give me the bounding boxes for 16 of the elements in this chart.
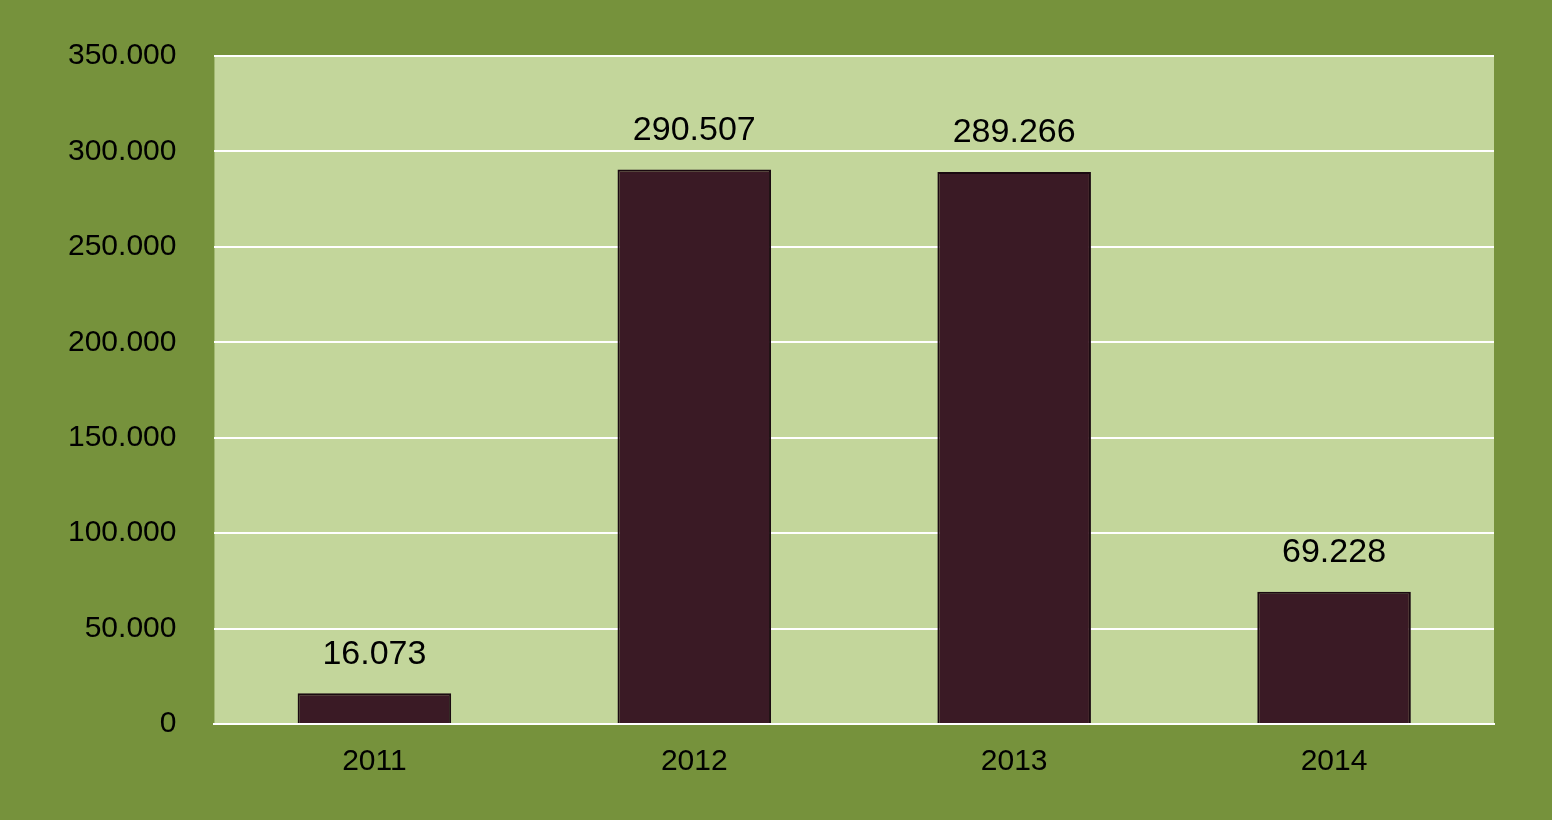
y-tick-label: 300.000 <box>67 132 177 166</box>
data-label: 69.228 <box>1282 531 1387 570</box>
y-tick-label: 100.000 <box>67 514 177 548</box>
data-label: 290.507 <box>632 108 756 147</box>
x-tick-label: 2012 <box>660 743 728 777</box>
data-label: 289.266 <box>952 111 1076 150</box>
y-tick-label: 50.000 <box>84 609 177 643</box>
x-tick-label: 2014 <box>1300 743 1368 777</box>
y-tick-label: 0 <box>159 705 177 739</box>
data-label: 16.073 <box>322 632 427 671</box>
y-tick-label: 200.000 <box>67 323 177 357</box>
y-tick-label: 350.000 <box>67 37 177 71</box>
x-tick-label: 2013 <box>980 743 1048 777</box>
y-tick-label: 250.000 <box>67 228 177 262</box>
x-tick-label: 2011 <box>342 743 407 777</box>
y-tick-label: 150.000 <box>67 418 177 452</box>
